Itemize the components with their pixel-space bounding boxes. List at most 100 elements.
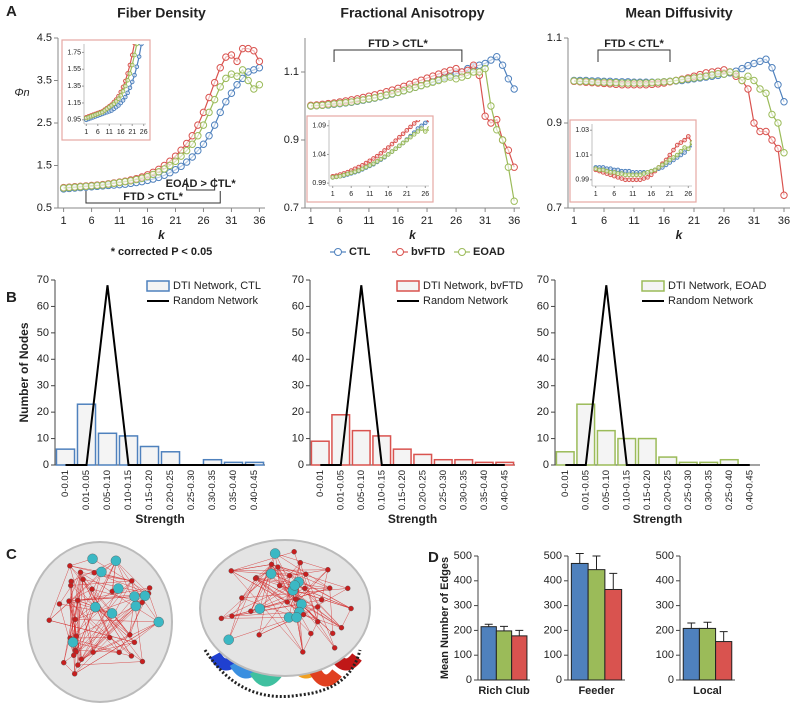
network-node [146,585,153,591]
network-edge [93,642,135,653]
inset-plot [84,28,144,123]
network-edge [72,641,132,657]
series-marker [611,173,617,179]
network-node [80,576,86,583]
network-node [303,571,309,577]
network-edge [289,569,328,576]
y-tick-label: 500 [454,550,472,562]
series-marker [768,110,776,119]
inset-plot [330,120,429,180]
y-tick-label: 0.5 [37,202,52,214]
network-edge [77,596,135,666]
series-marker [385,145,391,150]
series-marker [660,162,665,168]
series-marker [194,146,202,155]
hub-node [254,603,265,614]
inset-x-tick-label: 26 [421,191,429,198]
inset-y-tick-label: 0.99 [312,180,326,187]
x-axis-label: k [158,228,166,242]
y-tick-label: 400 [454,575,472,587]
series-marker [365,95,373,103]
bracket-label: FTD > CTL* [123,191,183,203]
error-bar [515,629,524,636]
inset-y-tick-label: 1.03 [575,127,589,134]
network-node [91,570,97,576]
series-marker [493,53,501,61]
series-marker [129,62,135,68]
series-marker [216,108,224,117]
network-node [315,604,321,610]
series-marker [626,168,632,174]
x-tick-label: 36 [253,215,265,227]
series-marker [125,90,130,96]
bar [587,569,606,681]
series-marker [250,85,258,93]
series-marker [397,143,402,149]
hub-node [106,608,118,619]
series-marker [464,71,472,80]
network-edge [69,565,94,653]
series-marker [469,61,478,69]
network-edge [68,601,76,620]
series-marker [660,78,668,86]
network-node [318,597,325,603]
legend-label: CTL [349,246,371,258]
series-marker [419,126,424,131]
legend-swatch [334,248,342,256]
network-node [46,617,52,623]
network-edge [81,605,136,660]
legend-label: bvFTD [411,246,445,258]
network-edge [111,613,135,643]
series-marker [608,170,613,175]
series-marker [118,93,124,98]
series-marker [738,76,746,85]
network-node [275,564,281,570]
significance-bracket [186,178,216,191]
series-marker [188,140,196,148]
series-marker [426,126,429,131]
network-edge [304,588,342,628]
series-marker [359,96,367,104]
inset-plot [593,134,692,183]
network-edge [255,578,300,613]
series-marker [199,140,208,148]
x-tick-label: 0.30-0.35 [458,470,469,510]
series-marker [135,28,139,32]
series-marker [155,168,163,176]
hub-node [129,591,140,602]
series-marker [597,167,602,173]
legend-label: DTI Network, bvFTD [423,280,523,292]
series-marker [389,149,395,154]
series-marker [630,172,636,178]
legend-swatch [641,280,665,292]
y-tick-label: 0 [668,674,674,686]
series-marker [385,152,391,157]
series-marker [645,175,650,180]
network-edge [231,551,295,572]
series-marker [393,138,398,143]
series-marker [371,161,376,166]
x-axis-label: k [409,228,417,242]
x-tick-label: 0.05-0.10 [601,470,612,510]
network-edge [68,600,120,653]
series-marker [487,102,495,110]
series-marker [397,134,402,140]
series-marker [166,169,174,177]
x-tick-label: 16 [141,215,153,227]
network-edge [82,579,132,657]
series-marker [353,97,361,105]
series-marker [415,129,421,134]
series-marker [720,70,728,78]
network-node [345,585,351,592]
network-node [331,645,338,651]
series-marker [378,156,384,162]
series-marker [422,129,428,134]
series-marker [774,119,782,127]
network-node [348,605,354,612]
network-node [291,549,297,555]
series-marker [648,168,654,174]
series-marker [756,127,764,136]
series-marker [504,163,513,171]
series-marker [188,153,196,161]
series-marker [194,132,202,140]
